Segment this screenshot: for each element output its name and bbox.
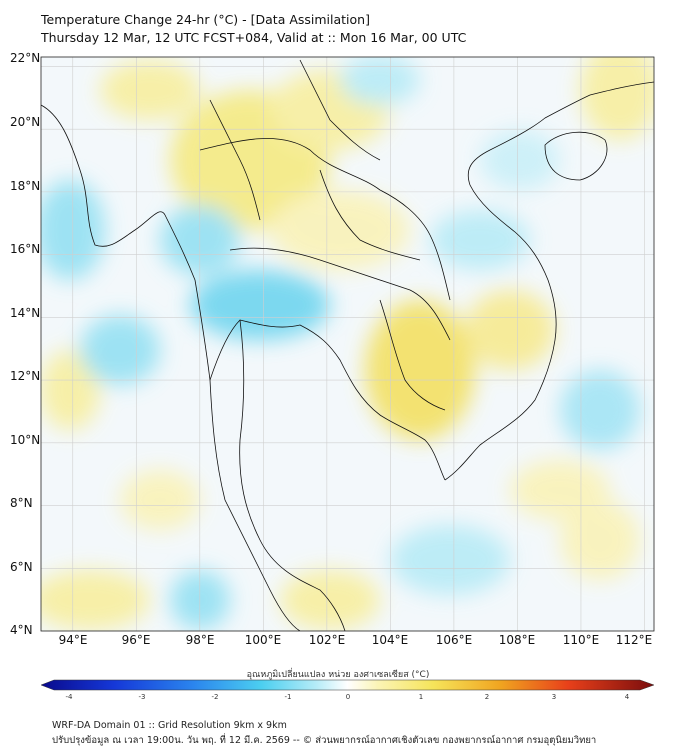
lat-label: 20°N (10, 115, 41, 129)
map-frame (40, 56, 655, 632)
lon-label: 104°E (371, 633, 409, 647)
chart-subtitle: Thursday 12 Mar, 12 UTC FCST+084, Valid … (41, 30, 467, 45)
lat-label: 4°N (10, 623, 33, 637)
colorbar-tick: -2 (211, 693, 219, 701)
colorbar-tick: 2 (484, 693, 490, 701)
colorbar-tick: -4 (65, 693, 73, 701)
colorbar-tick: 0 (345, 693, 351, 701)
lon-label: 100°E (244, 633, 282, 647)
lon-label: 106°E (435, 633, 473, 647)
lon-label: 98°E (185, 633, 215, 647)
colorbar-tick: 4 (624, 693, 630, 701)
lat-label: 12°N (10, 369, 41, 383)
lon-label: 94°E (58, 633, 88, 647)
lat-label: 10°N (10, 433, 41, 447)
lat-label: 8°N (10, 496, 33, 510)
colorbar (40, 679, 655, 691)
lon-label: 110°E (562, 633, 600, 647)
lat-label: 6°N (10, 560, 33, 574)
lat-label: 22°N (10, 51, 41, 65)
lon-label: 102°E (308, 633, 346, 647)
lon-label: 108°E (498, 633, 536, 647)
lon-label: 112°E (615, 633, 653, 647)
temperature-field (41, 57, 654, 631)
footer-credit: ปรับปรุงข้อมูล ณ เวลา 19:00น. วัน พฤ. ที… (52, 735, 597, 746)
colorbar-tick: -3 (138, 693, 146, 701)
chart-title: Temperature Change 24-hr (°C) - [Data As… (41, 12, 370, 27)
lat-label: 18°N (10, 179, 41, 193)
colorbar-title: อุณหภูมิเปลี่ยนแปลง หน่วย องศาเซลเซียส (… (246, 670, 430, 680)
graticule (41, 57, 654, 631)
coastlines (41, 59, 654, 631)
footer-resolution: WRF-DA Domain 01 :: Grid Resolution 9km … (52, 720, 287, 731)
lat-label: 14°N (10, 306, 41, 320)
lon-label: 96°E (121, 633, 151, 647)
colorbar-tick: 3 (551, 693, 557, 701)
lat-label: 16°N (10, 242, 41, 256)
colorbar-tick: 1 (418, 693, 424, 701)
colorbar-tick: -1 (284, 693, 292, 701)
